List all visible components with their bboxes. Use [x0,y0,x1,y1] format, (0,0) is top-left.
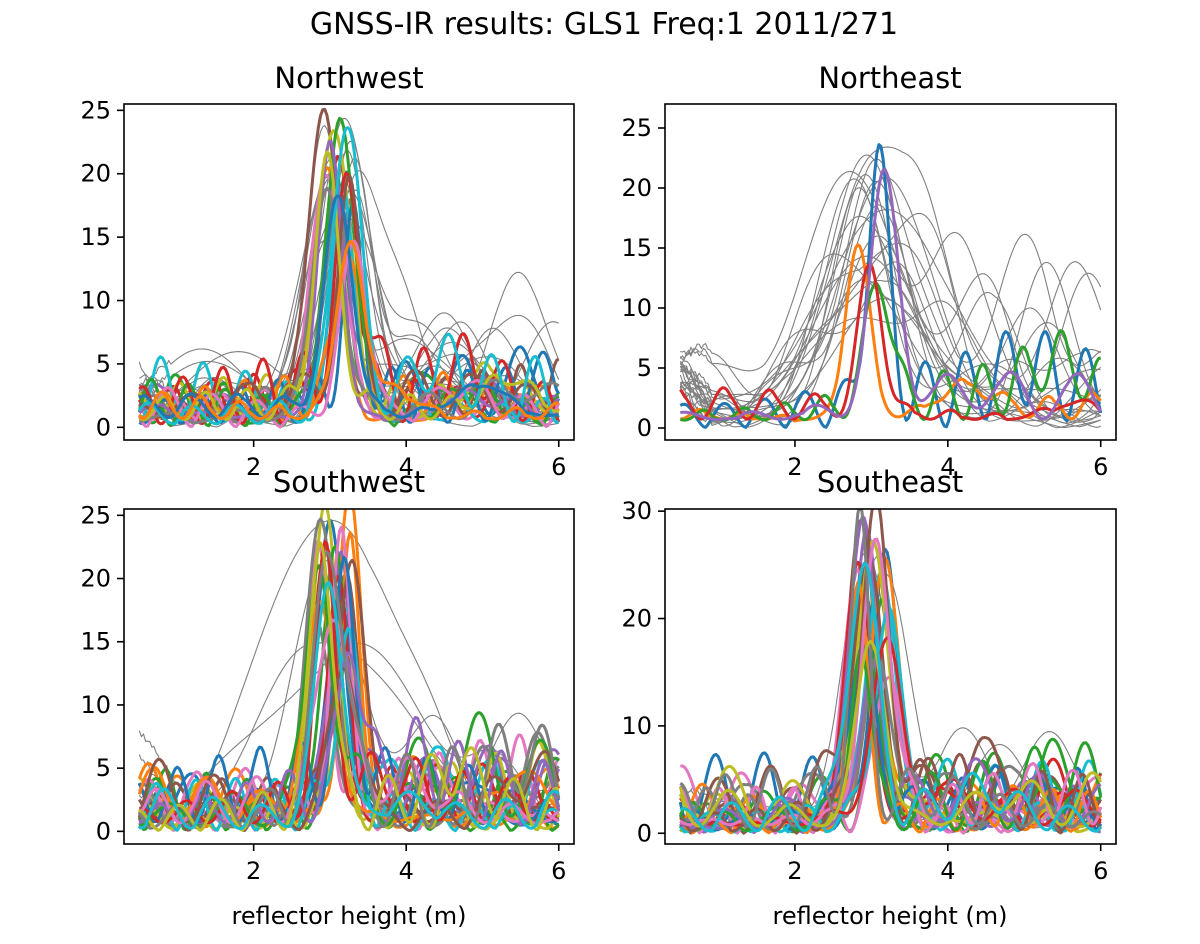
series-line [680,168,1103,421]
y-tick-label: 5 [96,754,111,782]
series-line [138,581,560,831]
series-line [679,650,1103,833]
axes-frame [664,103,1117,441]
series-group-northeast [679,143,1103,429]
x-tick-label: 2 [787,857,802,885]
axes-frame [123,508,575,845]
x-tick-label: 4 [399,453,414,481]
x-tick-label: 2 [787,453,802,481]
y-tick-label: 5 [637,354,652,382]
series-group-northwest [137,107,561,429]
panel-title-northwest: Northwest [274,61,423,95]
y-tick-label: 20 [80,160,111,188]
panel-southwest: reflector height (m) 2 4 6 0 5 10 15 20 25 Southw… [80,465,575,930]
faint-series-line [680,178,1102,419]
panel-title-southwest: Southwest [273,465,425,499]
figure-suptitle: GNSS-IR results: GLS1 Freq:1 2011/271 [310,7,898,42]
panel-title-northeast: Northeast [818,61,961,95]
panel-title-southeast: Southeast [817,465,963,499]
series-line [138,564,561,828]
y-tick-label: 25 [80,96,111,124]
y-tick-label: 10 [621,712,652,740]
x-tick-label: 6 [551,453,566,481]
x-tick-label: 6 [551,857,566,885]
panel-northwest: 2 4 6 0 5 10 15 20 25 Northwest [80,61,575,481]
axes-frame [664,508,1117,845]
series-line [138,239,560,421]
y-tick-label: 0 [637,414,652,442]
x-tick-label: 4 [940,857,955,885]
series-line [138,200,560,426]
x-tick-label: 6 [1093,857,1108,885]
y-tick-label: 20 [621,605,652,633]
x-tick-label: 2 [246,857,261,885]
x-axis-label-southwest: reflector height (m) [231,902,466,930]
series-group-southwest [137,509,561,833]
series-line [679,262,1102,422]
faint-series-line [138,140,559,422]
y-tick-label: 10 [621,294,652,322]
y-tick-label: 20 [621,174,652,202]
y-tick-label: 15 [80,628,111,656]
y-tick-label: 25 [80,501,111,529]
panel-northeast: 2 4 6 0 5 10 15 20 25 Northeast [621,61,1117,481]
x-tick-label: 4 [399,857,414,885]
y-tick-label: 5 [96,350,111,378]
series-line [138,194,559,419]
axes-frame [123,103,575,441]
y-tick-label: 0 [96,413,111,441]
y-tick-label: 25 [621,114,652,142]
y-tick-label: 15 [80,223,111,251]
y-tick-label: 30 [621,497,652,525]
x-tick-label: 4 [940,453,955,481]
series-line [679,143,1103,429]
series-group-southeast [678,509,1103,835]
panel-southeast: reflector height (m) 2 4 6 0 10 20 30 Southeast [621,465,1117,930]
y-tick-label: 0 [96,817,111,845]
y-tick-label: 15 [621,234,652,262]
x-tick-label: 6 [1093,453,1108,481]
series-line [679,561,1102,833]
series-line [138,541,560,832]
y-tick-label: 0 [637,819,652,847]
series-line [678,639,1103,828]
series-line [138,150,559,422]
x-axis-label-southeast: reflector height (m) [772,902,1007,930]
y-tick-label: 20 [80,565,111,593]
y-tick-label: 10 [80,691,111,719]
x-tick-label: 2 [246,453,261,481]
y-tick-label: 10 [80,287,111,315]
series-line [679,653,1102,832]
series-line [138,126,560,426]
